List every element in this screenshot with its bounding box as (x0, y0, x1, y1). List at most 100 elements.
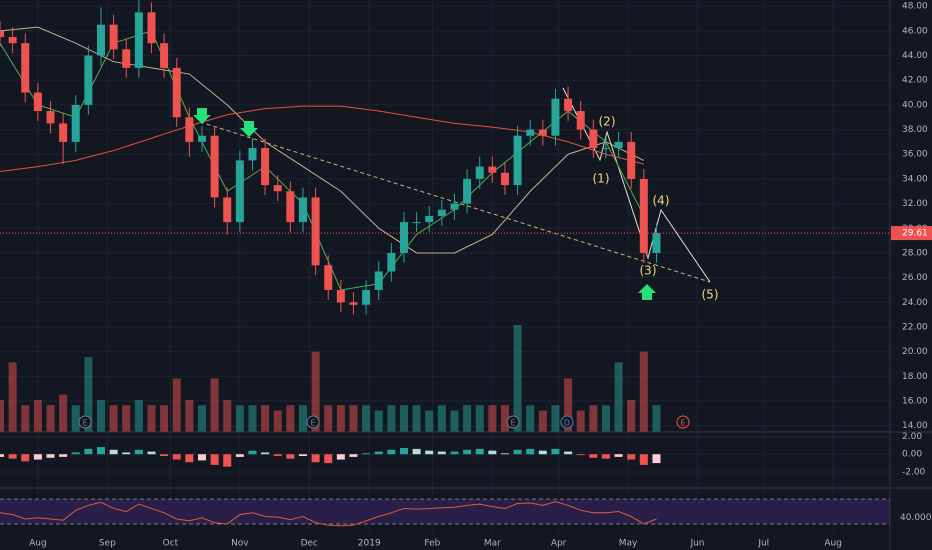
volume-bar (627, 399, 636, 432)
volume-bar (488, 405, 497, 432)
macd-bar (197, 454, 206, 461)
macd-bar (298, 454, 307, 456)
candle-body (261, 148, 270, 186)
down-arrow (240, 121, 258, 137)
macd-bar (463, 449, 472, 455)
volume-bar (551, 405, 560, 432)
y-tick-label: 32.00 (902, 199, 928, 209)
x-tick-label: May (619, 539, 638, 549)
candle-body (21, 43, 30, 93)
macd-bar (0, 454, 4, 457)
volume-bar (564, 378, 573, 432)
rsi-tick-label: 40.0000 (900, 513, 932, 523)
x-tick-label: Oct (163, 539, 179, 549)
macd-bar (601, 454, 610, 459)
candle-body (210, 135, 219, 198)
volume-bar (235, 405, 244, 432)
volume-bar (147, 405, 156, 432)
candle-body (8, 37, 17, 44)
volume-bar (526, 405, 535, 432)
wave-label: (3) (640, 264, 657, 278)
volume-bar (311, 351, 320, 432)
candle-body (298, 197, 307, 223)
candle-body (311, 197, 320, 266)
candle-body (324, 265, 333, 290)
candle-body (475, 166, 484, 179)
macd-bar (526, 448, 535, 455)
down-arrow (193, 108, 211, 124)
macd-bar (96, 447, 105, 455)
macd-bar (122, 452, 131, 455)
volume-bar (273, 410, 282, 432)
macd-bar (475, 448, 484, 455)
volume-bar (21, 405, 30, 432)
macd-bar (564, 451, 573, 455)
macd-bar (235, 454, 244, 457)
moving-average (0, 30, 645, 291)
macd-bar (349, 454, 358, 457)
candle-body (46, 111, 55, 124)
macd-tick-label: -2.00 (902, 468, 926, 478)
macd-bar (286, 454, 295, 459)
candle-body (96, 24, 105, 56)
volume-bar (437, 405, 446, 432)
last-price-box (891, 226, 932, 241)
volume-bar (298, 405, 307, 432)
macd-bar (589, 454, 598, 458)
y-tick-label: 26.00 (902, 273, 928, 283)
volume-bar (172, 378, 181, 432)
candle-body (336, 289, 345, 303)
moving-average (0, 105, 644, 173)
event-label: E (82, 419, 87, 428)
macd-bar (261, 452, 270, 455)
volume-bar (614, 362, 623, 432)
wave-label: (4) (653, 194, 670, 208)
candle-body (412, 222, 421, 224)
candle-body (0, 30, 4, 38)
volume-bar (362, 405, 371, 432)
macd-bar (33, 454, 42, 460)
volume-bar (223, 399, 232, 432)
volume-bar (412, 405, 421, 432)
event-marker (560, 415, 574, 429)
candle-body (601, 148, 610, 150)
candle-body (513, 135, 522, 186)
moving-average (0, 26, 645, 254)
x-tick-label: Mar (484, 539, 501, 549)
volume-bar (475, 405, 484, 432)
x-tick-label: Jul (757, 539, 769, 549)
macd-bar (576, 454, 585, 456)
volume-bar (601, 405, 610, 432)
candle-body (223, 197, 232, 223)
macd-bar (248, 450, 257, 455)
candle-body (122, 49, 131, 68)
macd-bar (551, 448, 560, 455)
volume-bar (513, 325, 522, 432)
volume-bar (134, 399, 143, 432)
candle-body (627, 141, 636, 179)
y-tick-label: 36.00 (902, 150, 928, 160)
volume-bar (652, 405, 661, 432)
macd-bar (21, 454, 30, 462)
volume-bar (261, 405, 270, 432)
x-tick-label: Dec (301, 539, 318, 549)
volume-bar (59, 394, 68, 432)
volume-bar (248, 405, 257, 432)
candle-body (652, 233, 661, 253)
macd-bar (513, 449, 522, 455)
x-tick-label: Aug (824, 539, 842, 549)
volume-bar (0, 399, 4, 432)
macd-bar (311, 454, 320, 463)
y-tick-label: 46.00 (902, 26, 928, 36)
macd-bar (160, 454, 169, 456)
wave-label: (2) (599, 115, 616, 129)
grid (0, 0, 890, 532)
wave-label: (1) (593, 172, 610, 186)
volume-bar (538, 410, 547, 432)
y-tick-label: 18.00 (902, 372, 928, 382)
candle-body (273, 185, 282, 192)
event-marker (78, 415, 92, 429)
candle-body (437, 209, 446, 216)
macd-bar (374, 451, 383, 455)
candle-body (134, 12, 143, 68)
